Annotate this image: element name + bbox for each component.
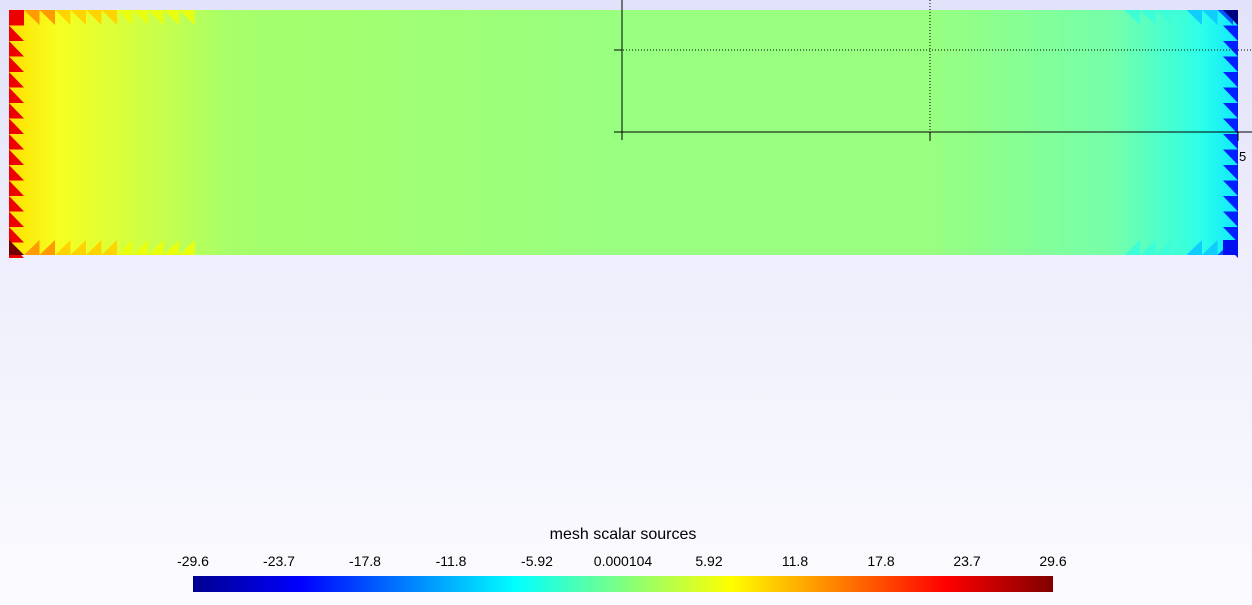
mesh-element <box>9 134 24 150</box>
mesh-element <box>70 10 86 25</box>
mesh-element <box>9 240 24 255</box>
mesh-element <box>1223 211 1238 227</box>
colorbar-tick-label: 17.8 <box>867 553 895 569</box>
mesh-element <box>9 196 24 212</box>
colorbar-tick-label: 11.8 <box>781 553 809 569</box>
mesh-element <box>1223 72 1238 88</box>
mesh-element <box>1223 227 1238 243</box>
mesh-element <box>1223 165 1238 181</box>
mesh-element <box>1223 25 1238 41</box>
mesh-element <box>101 240 117 255</box>
mesh-element <box>9 227 24 243</box>
mesh-element <box>117 10 133 25</box>
colorbar-gradient <box>193 576 1053 592</box>
colorbar-tick-label: 0.000104 <box>593 553 653 569</box>
mesh-element <box>86 10 102 25</box>
mesh-element <box>86 240 102 255</box>
mesh-element <box>39 10 55 25</box>
mesh-element <box>148 240 164 255</box>
colorbar-title: mesh scalar sources <box>549 526 697 543</box>
mesh-element <box>9 149 24 165</box>
mesh-element <box>1223 134 1238 150</box>
mesh-element <box>9 41 24 57</box>
mesh-element <box>1140 240 1156 255</box>
mesh-element <box>163 240 179 255</box>
mesh-element <box>9 211 24 227</box>
mesh-element <box>117 240 133 255</box>
mesh-element <box>1223 149 1238 165</box>
mesh-element <box>1186 10 1202 25</box>
mesh-element <box>1124 240 1140 255</box>
mesh-element <box>1223 196 1238 212</box>
mesh-element <box>1155 10 1171 25</box>
mesh-element <box>24 240 40 255</box>
colorbar-tick-label: -17.8 <box>349 553 381 569</box>
mesh-element <box>1223 118 1238 134</box>
mesh-element <box>9 10 24 25</box>
colorbar-tick-label: 5.92 <box>695 553 723 569</box>
mesh-element <box>9 56 24 72</box>
colorbar-tick-label: 23.7 <box>953 553 981 569</box>
mesh-element <box>179 240 195 255</box>
mesh-element <box>1202 240 1218 255</box>
mesh-element <box>1155 240 1171 255</box>
mesh-element <box>179 10 195 25</box>
mesh-element <box>9 72 24 88</box>
mesh-element <box>1202 10 1218 25</box>
mesh-element <box>1223 41 1238 57</box>
mesh-element <box>1223 56 1238 72</box>
mesh-element <box>1171 240 1187 255</box>
mesh-element <box>1223 180 1238 196</box>
mesh-element <box>9 87 24 103</box>
axis-tick-label: 5 <box>1239 149 1247 164</box>
mesh-element <box>101 10 117 25</box>
mesh-element <box>24 10 40 25</box>
mesh-element <box>9 25 24 41</box>
mesh-element <box>1223 240 1238 255</box>
mesh-element <box>163 10 179 25</box>
orientation-axes <box>614 0 1252 141</box>
mesh-element <box>9 103 24 119</box>
mesh-element <box>1223 10 1238 25</box>
mesh-element <box>9 180 24 196</box>
mesh-element <box>132 240 148 255</box>
mesh-element <box>1140 10 1156 25</box>
colorbar-tick-label: -5.92 <box>521 553 553 569</box>
colorbar-tick-label: -11.8 <box>435 553 467 569</box>
mesh-element <box>55 240 71 255</box>
mesh-edge-triangles <box>9 10 1238 258</box>
mesh-element <box>132 10 148 25</box>
colorbar-tick-label: 29.6 <box>1039 553 1067 569</box>
mesh-element <box>1124 10 1140 25</box>
colorbar-tick-label: -23.7 <box>263 553 295 569</box>
mesh-element <box>70 240 86 255</box>
mesh-element <box>9 118 24 134</box>
mesh-element <box>148 10 164 25</box>
colorbar-tick-label: -29.6 <box>177 553 209 569</box>
mesh-element <box>1186 240 1202 255</box>
mesh-element <box>1223 87 1238 103</box>
mesh-surface <box>9 10 1238 258</box>
mesh-element <box>9 165 24 181</box>
mesh-element <box>1223 103 1238 119</box>
mesh-element <box>39 240 55 255</box>
mesh-element <box>1171 10 1187 25</box>
mesh-element <box>55 10 71 25</box>
